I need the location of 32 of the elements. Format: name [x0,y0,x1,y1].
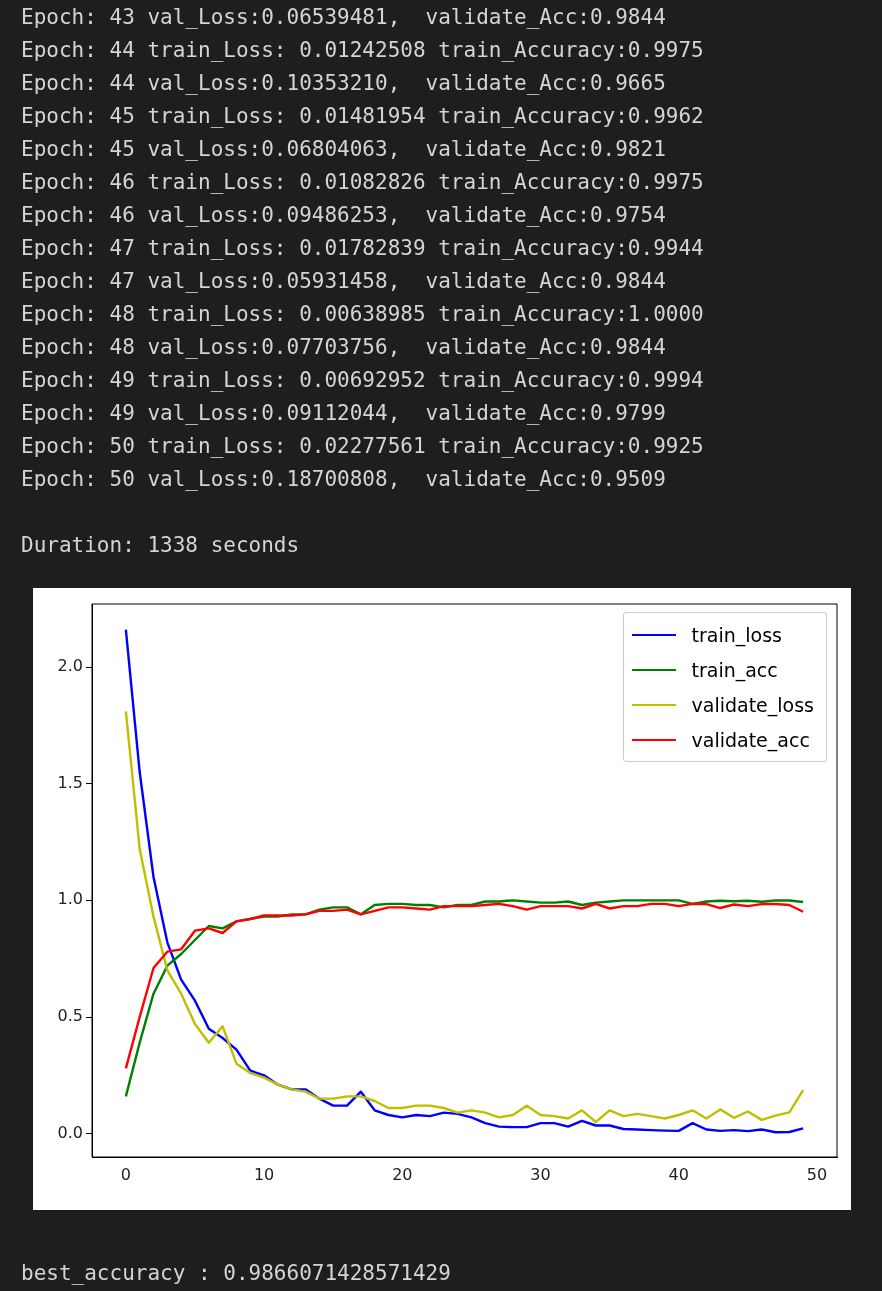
x-tick-label: 20 [392,1164,413,1184]
legend-label: train_loss [691,623,782,646]
x-tick-label: 0 [120,1164,131,1184]
text: Epoch: 45 val_Loss:0.06804063, validate_Acc:0.9821 [21,136,667,163]
text: Epoch: 46 train_Loss: 0.01082826 train_Accuracy:0.9975 [21,169,704,196]
text: Epoch: 47 val_Loss:0.05931458, validate_Acc:0.9844 [21,268,667,295]
x-tick-label: 30 [530,1164,551,1184]
legend-label: validate_acc [691,728,810,751]
text: Epoch: 49 val_Loss:0.09112044, validate_Acc:0.9799 [21,400,667,427]
text: Epoch: 48 val_Loss:0.07703756, validate_Acc:0.9844 [21,334,667,361]
x-tick-label: 40 [668,1164,689,1184]
text: Duration: 1338 seconds [21,532,301,559]
text: Epoch: 44 val_Loss:0.10353210, validate_Acc:0.9665 [21,70,667,97]
text: Epoch: 47 train_Loss: 0.01782839 train_Accuracy:0.9944 [21,235,704,262]
y-tick-label: 1.0 [57,889,83,909]
x-tick-label: 10 [253,1164,275,1184]
legend-label: train_acc [691,658,778,681]
y-tick-label: 0.0 [57,1122,83,1142]
x-tick-label: 50 [806,1164,828,1184]
text: Epoch: 43 val_Loss:0.06539481, validate_Acc:0.9844 [21,4,667,31]
text: Epoch: 49 train_Loss: 0.00692952 train_Accuracy:0.9994 [21,367,704,394]
text: best_accuracy : 0.9866071428571429 [21,1260,451,1287]
text: Epoch: 46 val_Loss:0.09486253, validate_Acc:0.9754 [21,202,667,229]
legend-label: validate_loss [691,693,814,716]
text: Epoch: 50 train_Loss: 0.02277561 train_Accuracy:0.9925 [21,433,704,460]
text: Epoch: 44 train_Loss: 0.01242508 train_Accuracy:0.9975 [21,37,704,64]
text: Epoch: 45 train_Loss: 0.01481954 train_Accuracy:0.9962 [21,103,704,130]
y-tick-label: 0.5 [57,1006,83,1026]
text: Epoch: 48 train_Loss: 0.00638985 train_Accuracy:1.0000 [21,301,704,328]
y-tick-label: 1.5 [57,772,83,792]
text: Epoch: 50 val_Loss:0.18700808, validate_Acc:0.9509 [21,466,667,493]
y-tick-label: 2.0 [57,656,83,676]
